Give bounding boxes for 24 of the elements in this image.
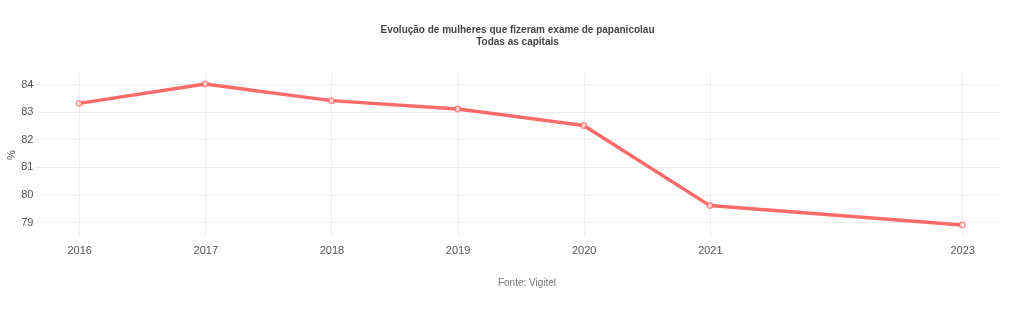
y-tick-label: 79 (21, 215, 34, 228)
y-tick-label: 84 (21, 77, 34, 90)
x-tick-label: 2021 (698, 243, 723, 256)
x-tick-label: 2019 (445, 243, 471, 256)
y-axis-title: % (5, 149, 18, 160)
x-tick-label: 2020 (571, 243, 597, 256)
y-tick-label: 83 (21, 105, 34, 118)
point (454, 105, 462, 113)
x-tick-label: 2018 (319, 243, 345, 256)
x-tick-label: 2016 (67, 243, 92, 256)
point (706, 202, 714, 210)
point (201, 80, 209, 88)
y-tick-label: 82 (21, 132, 34, 145)
chart-subtitle: Todas as capitais (476, 36, 560, 47)
source-note: Fonte: Vigitel (497, 277, 557, 288)
point (327, 97, 335, 105)
y-tick-label: 80 (21, 188, 34, 201)
x-tick-label: 2017 (193, 243, 219, 256)
point (75, 99, 83, 107)
chart-title: Evolução de mulheres que fizeram exame de papanicolau (380, 24, 655, 35)
x-tick-label: 2023 (950, 243, 975, 256)
point (958, 221, 966, 229)
y-tick-label: 81 (21, 160, 34, 173)
point (580, 122, 588, 129)
